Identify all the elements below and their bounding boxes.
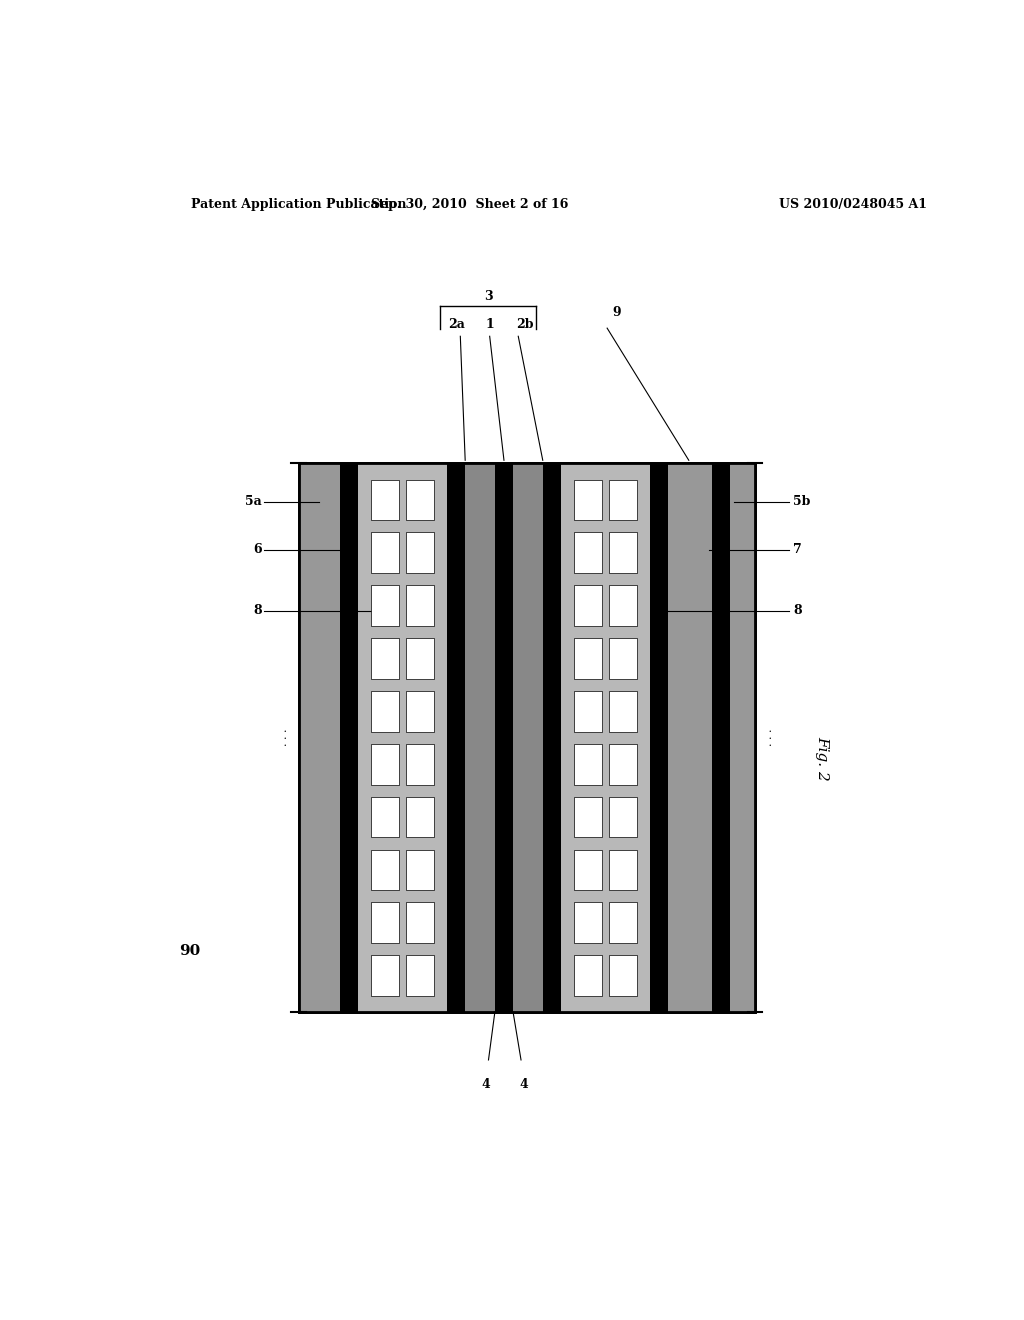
- Bar: [371, 903, 398, 942]
- Bar: [561, 463, 650, 1012]
- Bar: [407, 903, 434, 942]
- Bar: [513, 463, 543, 1012]
- Text: 5b: 5b: [793, 495, 810, 508]
- Bar: [371, 585, 398, 626]
- Bar: [407, 956, 434, 995]
- Bar: [371, 638, 398, 678]
- Bar: [573, 744, 601, 784]
- Bar: [340, 463, 358, 1012]
- Text: 90: 90: [179, 944, 201, 958]
- Text: . . .: . . .: [280, 729, 290, 747]
- Text: 8: 8: [254, 605, 262, 618]
- Bar: [609, 903, 637, 942]
- Bar: [609, 744, 637, 784]
- Bar: [712, 463, 730, 1012]
- Bar: [407, 638, 434, 678]
- Bar: [465, 463, 495, 1012]
- Text: Sep. 30, 2010  Sheet 2 of 16: Sep. 30, 2010 Sheet 2 of 16: [371, 198, 568, 211]
- Bar: [407, 479, 434, 520]
- Text: 2b: 2b: [516, 318, 534, 331]
- Text: 6: 6: [254, 544, 262, 556]
- Bar: [407, 585, 434, 626]
- Bar: [609, 585, 637, 626]
- Bar: [407, 532, 434, 573]
- Text: Fig. 2: Fig. 2: [815, 735, 829, 780]
- Text: 4: 4: [520, 1078, 528, 1092]
- Bar: [407, 690, 434, 731]
- Bar: [407, 850, 434, 890]
- Bar: [573, 797, 601, 837]
- Bar: [446, 463, 465, 1012]
- Bar: [495, 463, 513, 1012]
- Bar: [371, 850, 398, 890]
- Bar: [358, 463, 446, 1012]
- Bar: [573, 638, 601, 678]
- Bar: [371, 479, 398, 520]
- Bar: [609, 850, 637, 890]
- Bar: [371, 532, 398, 573]
- Text: Patent Application Publication: Patent Application Publication: [191, 198, 407, 211]
- Bar: [371, 690, 398, 731]
- Bar: [371, 797, 398, 837]
- Bar: [543, 463, 561, 1012]
- Text: 7: 7: [793, 544, 802, 556]
- Text: 5a: 5a: [246, 495, 262, 508]
- Text: 1: 1: [485, 318, 494, 331]
- Bar: [609, 956, 637, 995]
- Bar: [573, 532, 601, 573]
- Text: 8: 8: [793, 605, 802, 618]
- Bar: [609, 797, 637, 837]
- Bar: [609, 690, 637, 731]
- Bar: [650, 463, 669, 1012]
- Bar: [299, 463, 755, 1012]
- Bar: [573, 690, 601, 731]
- Bar: [299, 463, 340, 1012]
- Bar: [407, 744, 434, 784]
- Bar: [573, 479, 601, 520]
- Bar: [573, 585, 601, 626]
- Text: . . .: . . .: [764, 729, 774, 747]
- Text: 2a: 2a: [447, 318, 465, 331]
- Bar: [573, 850, 601, 890]
- Bar: [669, 463, 712, 1012]
- Text: 3: 3: [483, 289, 493, 302]
- Bar: [730, 463, 755, 1012]
- Bar: [371, 956, 398, 995]
- Bar: [573, 956, 601, 995]
- Bar: [299, 463, 755, 1012]
- Text: US 2010/0248045 A1: US 2010/0248045 A1: [778, 198, 927, 211]
- Bar: [609, 479, 637, 520]
- Text: 4: 4: [481, 1078, 489, 1092]
- Bar: [407, 797, 434, 837]
- Bar: [573, 903, 601, 942]
- Bar: [609, 638, 637, 678]
- Bar: [609, 532, 637, 573]
- Bar: [371, 744, 398, 784]
- Text: 9: 9: [612, 306, 622, 319]
